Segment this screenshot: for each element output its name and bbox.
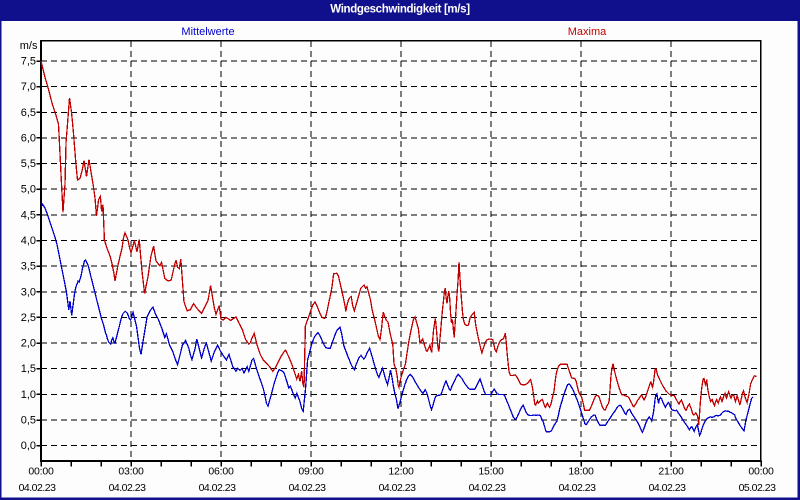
svg-text:1,5: 1,5 bbox=[21, 363, 36, 375]
svg-text:2,0: 2,0 bbox=[21, 338, 36, 350]
svg-text:4,0: 4,0 bbox=[21, 235, 36, 247]
svg-text:5,0: 5,0 bbox=[21, 184, 36, 196]
svg-text:21:00: 21:00 bbox=[658, 466, 684, 478]
svg-text:Windgeschwindigkeit [m/s]: Windgeschwindigkeit [m/s] bbox=[330, 4, 470, 16]
svg-text:04.02.23: 04.02.23 bbox=[559, 482, 597, 494]
svg-text:06:00: 06:00 bbox=[208, 466, 234, 478]
svg-text:m/s: m/s bbox=[20, 40, 38, 52]
svg-text:Mittelwerte: Mittelwerte bbox=[181, 26, 234, 38]
svg-text:0,0: 0,0 bbox=[21, 440, 36, 452]
svg-text:4,5: 4,5 bbox=[21, 209, 36, 221]
svg-text:5,5: 5,5 bbox=[21, 158, 36, 170]
svg-text:00:00: 00:00 bbox=[748, 466, 774, 478]
svg-text:03:00: 03:00 bbox=[118, 466, 144, 478]
svg-text:6,0: 6,0 bbox=[21, 132, 36, 144]
svg-text:3,0: 3,0 bbox=[21, 286, 36, 298]
svg-text:04.02.23: 04.02.23 bbox=[289, 482, 327, 494]
svg-text:04.02.23: 04.02.23 bbox=[199, 482, 237, 494]
svg-text:00:00: 00:00 bbox=[28, 466, 54, 478]
svg-text:04.02.23: 04.02.23 bbox=[649, 482, 687, 494]
svg-text:6,5: 6,5 bbox=[21, 107, 36, 119]
svg-text:1,0: 1,0 bbox=[21, 389, 36, 401]
svg-text:18:00: 18:00 bbox=[568, 466, 594, 478]
svg-text:7,5: 7,5 bbox=[21, 56, 36, 68]
svg-text:0,5: 0,5 bbox=[21, 415, 36, 427]
svg-text:05.02.23: 05.02.23 bbox=[739, 482, 777, 494]
svg-text:09:00: 09:00 bbox=[298, 466, 324, 478]
svg-text:04.02.23: 04.02.23 bbox=[19, 482, 57, 494]
svg-text:12:00: 12:00 bbox=[388, 466, 414, 478]
svg-text:Maxima: Maxima bbox=[568, 26, 607, 38]
svg-text:2,5: 2,5 bbox=[21, 312, 36, 324]
svg-text:15:00: 15:00 bbox=[478, 466, 504, 478]
svg-text:3,5: 3,5 bbox=[21, 261, 36, 273]
svg-text:04.02.23: 04.02.23 bbox=[109, 482, 147, 494]
svg-text:7,0: 7,0 bbox=[21, 81, 36, 93]
svg-text:04.02.23: 04.02.23 bbox=[379, 482, 417, 494]
svg-text:04.02.23: 04.02.23 bbox=[469, 482, 507, 494]
